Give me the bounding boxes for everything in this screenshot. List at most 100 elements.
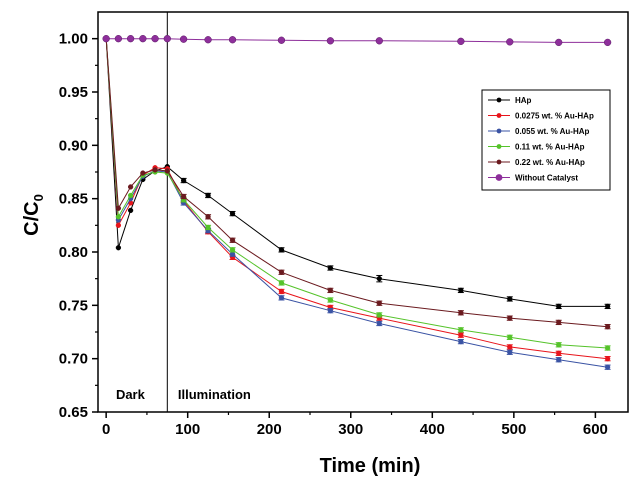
data-point xyxy=(164,168,170,174)
y-tick-label: 0.80 xyxy=(59,244,88,261)
series-group xyxy=(103,36,611,362)
x-tick-label: 300 xyxy=(338,421,363,438)
data-point xyxy=(556,350,562,356)
data-point xyxy=(278,295,285,301)
series-line xyxy=(105,38,608,368)
series-line xyxy=(105,38,608,328)
data-point xyxy=(376,300,382,306)
series-line xyxy=(106,38,608,43)
series-layer xyxy=(102,35,612,370)
data-point xyxy=(204,36,212,44)
y-tick-label: 0.75 xyxy=(59,297,88,314)
data-point xyxy=(556,319,562,326)
data-point xyxy=(327,265,334,271)
series-line xyxy=(105,38,608,307)
series-group xyxy=(103,36,611,351)
y-tick-label: 0.70 xyxy=(59,351,88,368)
legend-marker xyxy=(496,97,502,103)
data-point xyxy=(555,38,563,47)
y-tick-label: 0.85 xyxy=(59,191,88,208)
legend-label: Without Catalyst xyxy=(515,174,578,183)
y-tick-label: 0.95 xyxy=(59,84,88,101)
data-point xyxy=(556,357,562,363)
data-point xyxy=(376,312,382,318)
data-point xyxy=(506,38,514,46)
legend-marker xyxy=(496,159,502,165)
x-tick-label: 400 xyxy=(420,421,445,438)
data-point xyxy=(507,344,513,350)
data-point xyxy=(278,288,285,295)
data-point xyxy=(115,205,122,211)
legend-label: 0.0275 wt. % Au-HAp xyxy=(515,112,594,121)
data-point xyxy=(327,297,334,303)
series-line xyxy=(105,38,608,360)
data-point xyxy=(114,35,123,43)
data-point xyxy=(458,310,464,316)
y-axis-title: C/C0 xyxy=(21,194,46,236)
data-point xyxy=(228,36,237,44)
y-axis-title-main: C/C xyxy=(21,201,43,235)
data-point xyxy=(458,287,464,294)
y-tick-label: 0.65 xyxy=(59,404,88,421)
legend-marker xyxy=(496,144,502,149)
legend-marker xyxy=(495,174,503,181)
series-group xyxy=(103,36,611,310)
data-point xyxy=(278,280,285,286)
data-point xyxy=(604,356,611,362)
legend-marker xyxy=(496,128,502,134)
data-point xyxy=(151,35,159,43)
data-point xyxy=(458,327,464,333)
legend-label: HAp xyxy=(515,96,532,105)
data-point xyxy=(127,192,134,199)
data-point xyxy=(205,192,211,199)
data-point xyxy=(115,214,122,220)
region-annotation: Illumination xyxy=(178,387,251,402)
series-group xyxy=(102,35,612,47)
data-point xyxy=(604,364,611,370)
y-tick-label: 0.90 xyxy=(59,137,88,154)
data-point xyxy=(604,345,611,351)
data-point xyxy=(376,276,382,282)
data-point xyxy=(375,37,383,45)
data-point xyxy=(604,303,611,310)
data-point xyxy=(278,247,285,253)
series-group xyxy=(103,36,611,370)
data-point xyxy=(205,214,211,220)
ticks-layer: 0 100 200 300 400 500 600 0.65 0.70 0.75 0.80 0.85 0… xyxy=(59,31,608,438)
data-point xyxy=(126,35,135,43)
y-axis-title-subscript: 0 xyxy=(31,194,46,201)
data-point xyxy=(327,308,334,314)
data-point xyxy=(140,170,146,176)
plot-frame xyxy=(97,11,629,413)
data-point xyxy=(604,324,611,330)
data-point xyxy=(507,349,513,355)
series-line xyxy=(105,38,608,349)
data-point xyxy=(139,35,147,43)
data-point xyxy=(163,35,171,43)
data-point xyxy=(102,35,110,43)
data-point xyxy=(326,37,335,45)
data-point xyxy=(278,269,285,275)
x-tick-label: 600 xyxy=(583,421,608,438)
plot-border xyxy=(97,11,629,413)
data-point xyxy=(180,177,187,184)
data-point xyxy=(277,36,286,44)
data-point xyxy=(507,296,513,302)
x-tick-label: 200 xyxy=(257,421,282,438)
legend-box xyxy=(481,89,611,191)
data-point xyxy=(457,37,465,45)
legend-label: 0.11 wt. % Au-HAp xyxy=(515,143,585,152)
data-point xyxy=(229,237,236,243)
region-annotation: Dark xyxy=(116,387,146,402)
data-point xyxy=(458,338,464,345)
data-point xyxy=(507,315,513,321)
legend-label: 0.22 wt. % Au-HAp xyxy=(515,158,585,167)
data-point xyxy=(115,222,122,228)
data-point xyxy=(507,334,513,340)
data-point xyxy=(458,332,464,338)
data-point xyxy=(115,245,122,251)
x-tick-label: 0 xyxy=(102,421,110,438)
data-point xyxy=(205,224,211,231)
